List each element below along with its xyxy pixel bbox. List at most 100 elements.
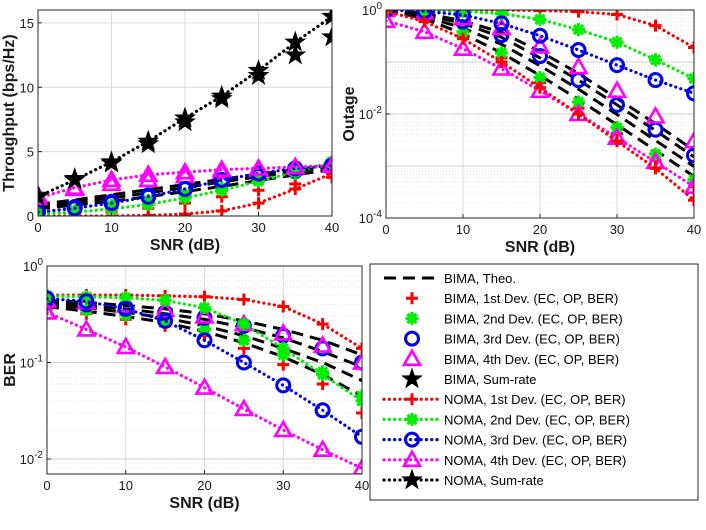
throughput-series-12-point [100,150,123,172]
outage-series-9-point [610,35,624,49]
throughput-series-10-point [177,180,193,197]
outage-series-10-point [647,72,664,89]
throughput-series-11-point [211,159,232,177]
outage-series-1-line [386,10,694,168]
legend-marker [401,348,423,367]
ber-series-11-point [233,398,255,417]
outage-series-7-point [529,35,551,54]
legend-label: BIMA, 4th Dev. (EC, OP, BER) [444,352,619,367]
ber-series-9-point [276,341,290,355]
outage-series-10-point [686,85,694,102]
outage-series-12-point [649,162,662,175]
ber-series-10-line [47,296,362,439]
throughput-series-10-point [66,200,83,216]
throughput-series-10-point [213,171,230,188]
legend: BIMA, Theo. BIMA, 1st Dev. (EC, OP, BER) B… [369,263,699,501]
throughput-series-12-point [174,106,196,128]
outage-series-6-point [686,147,694,164]
throughput-series-7-point [284,43,307,65]
legend-label: NOMA, 3rd Dev. (EC, OP, BER) [444,433,627,448]
ber-ylabel: BER [2,353,19,387]
legend-entry: BIMA, 1st Dev. (EC, OP, BER) [406,291,618,306]
ber-series-8-point [356,342,362,355]
outage-series-0-line [386,10,694,178]
throughput-series-11-point [285,156,306,175]
legend-marker [405,412,419,426]
ber-series-10-point [314,402,331,419]
ber-series-9-point [316,368,330,382]
throughput-series-12-point [63,168,86,190]
ber-series-9-point [158,293,172,307]
outage-series-11-point [452,38,474,57]
ber-series-11-point [115,336,136,355]
outage-series-6-point [532,48,548,65]
throughput-series-8-point [215,204,228,216]
ber-series-2-line [47,300,362,369]
ber-chart: 0 10 20 30 40 10-2 10-1 100 SNR (dB) BER [2,257,369,512]
outage-series-8-point [649,19,662,32]
outage-series-12-point [457,32,469,45]
outage-series-5-point [533,71,547,85]
throughput-series-8-point [289,182,302,195]
outage-series-11-point [491,57,512,76]
legend-entry: NOMA, 1st Dev. (EC, OP, BER) [382,392,626,407]
outage-series-9-point [456,10,470,18]
ber-series-10-point [157,312,174,329]
legend-label: NOMA, 4th Dev. (EC, OP, BER) [444,453,626,468]
throughput-x-tick-label: 20 [178,220,192,235]
outage-series-12-point [386,10,392,18]
ber-y-tick-label: 10-2 [20,450,44,467]
throughput-series-12-point [38,185,49,207]
ber-series-10-point [196,332,213,349]
throughput-series-11-point [321,155,332,174]
throughput-series-12-point [247,58,270,80]
ber-series-7-point [351,351,362,370]
legend-label: NOMA, 1st Dev. (EC, OP, BER) [444,392,626,407]
ber-series-5-point [198,322,211,336]
outage-series-6-point [609,96,625,113]
ber-series-9-point [79,290,93,304]
ber-series-10-point [275,377,292,394]
throughput-series-1-line [38,164,332,209]
outage-series-11-point [529,80,551,99]
ber-series-7-point [194,305,215,324]
throughput-series-10-point [140,188,157,205]
outage-series-9-point [649,53,662,67]
ber-series-8-point [237,293,250,306]
outage-series-10-point [609,57,625,74]
ber-series-10-point [117,300,134,317]
outage-series-9-point [572,23,585,37]
outage-series-12-point [572,108,585,120]
outage-series-7-point [683,130,694,149]
throughput-series-9-point [178,191,192,205]
outage-series-12-point [688,194,694,207]
outage-y-tick-label: 100 [362,1,382,18]
throughput-series-7-point [321,25,332,47]
outage-x-tick-label: 20 [533,222,547,237]
throughput-series-11-point [174,161,196,180]
ber-xlabel: SNR (dB) [169,495,239,512]
outage-y-tick-label: 10-2 [359,105,383,122]
legend-label: BIMA, Theo. [444,271,516,286]
throughput-series-12-point [284,30,307,52]
outage-series-7-point [452,10,474,26]
throughput-series-6-point [138,169,159,188]
legend-entry: BIMA, Theo. [384,271,516,286]
outage-series-7-point [606,80,628,99]
throughput-series-8-point [142,209,155,216]
ber-series-11-point [312,439,333,457]
ber-series-4-point [356,406,362,419]
throughput-series-10-point [103,195,120,212]
throughput-series-11-line [38,164,332,200]
ber-series-5-point [237,333,251,347]
throughput-series-8-point [252,197,265,210]
throughput-x-tick-label: 10 [104,220,118,235]
throughput-series-9-point [68,205,82,216]
legend-label: BIMA, 2nd Dev. (EC, OP, BER) [444,311,623,326]
throughput-x-tick-label: 0 [34,220,41,235]
ber-x-tick-label: 30 [276,478,290,493]
legend-marker [404,330,420,347]
outage-series-10-point [532,27,548,44]
throughput-ylabel: Throughput (bps/Hz) [1,34,18,191]
throughput-series-10-line [38,164,332,214]
